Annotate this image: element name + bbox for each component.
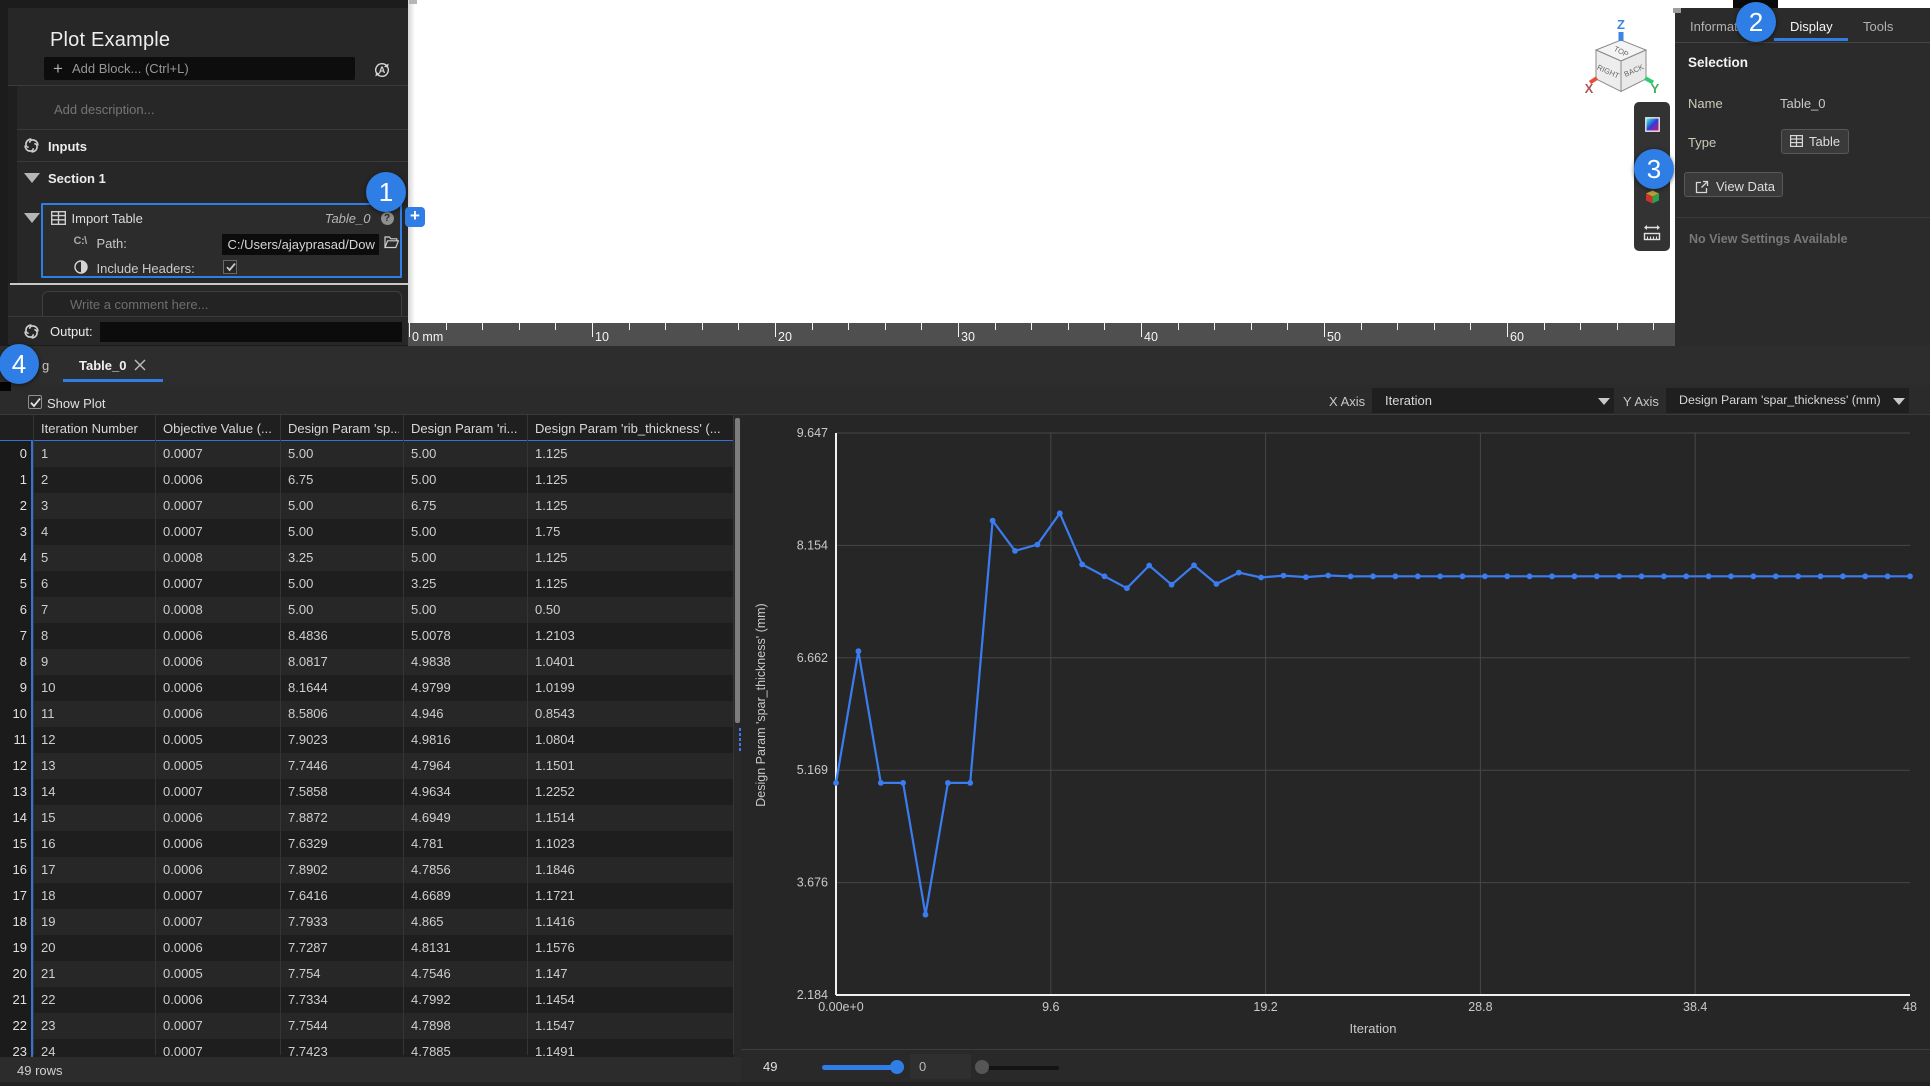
svg-text:Iteration: Iteration: [1350, 1021, 1397, 1036]
svg-text:48: 48: [1903, 1000, 1917, 1014]
svg-text:9.647: 9.647: [797, 426, 828, 440]
svg-text:28.8: 28.8: [1468, 1000, 1492, 1014]
svg-text:5.169: 5.169: [797, 763, 828, 777]
svg-text:8.154: 8.154: [797, 538, 828, 552]
svg-text:38.4: 38.4: [1683, 1000, 1707, 1014]
svg-text:A: A: [379, 65, 386, 75]
svg-text:9.6: 9.6: [1042, 1000, 1059, 1014]
svg-text:19.2: 19.2: [1253, 1000, 1277, 1014]
svg-text:Design Param 'spar_thickness': Design Param 'spar_thickness' (mm): [754, 603, 768, 806]
svg-text:3.676: 3.676: [797, 876, 828, 890]
svg-text:Z: Z: [1617, 17, 1625, 32]
svg-text:Y: Y: [1651, 81, 1660, 96]
svg-text:X: X: [1585, 81, 1594, 96]
svg-text:0.00e+0: 0.00e+0: [818, 1000, 864, 1014]
svg-text:6.662: 6.662: [797, 651, 828, 665]
svg-text:2.184: 2.184: [797, 988, 828, 1002]
